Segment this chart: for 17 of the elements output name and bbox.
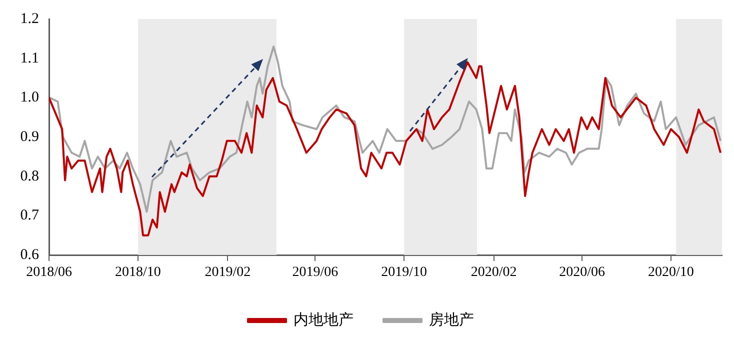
y-tick-label: 1.0 [20, 90, 39, 106]
x-tick-label: 2020/06 [559, 265, 605, 280]
legend-label: 房地产 [429, 311, 474, 328]
x-tick-label: 2018/10 [115, 265, 161, 280]
legend-label: 内地地产 [294, 311, 354, 328]
x-tick-label: 2020/10 [648, 265, 694, 280]
x-tick-label: 2019/06 [292, 265, 338, 280]
y-tick-label: 1.1 [20, 50, 39, 66]
x-tick-label: 2019/02 [204, 265, 251, 280]
y-tick-label: 0.6 [20, 246, 40, 263]
y-tick-label: 0.7 [20, 208, 40, 224]
y-tick-label: 1.2 [20, 10, 39, 27]
x-tick-label: 2018/06 [26, 265, 72, 280]
y-tick-label: 0.9 [20, 128, 39, 145]
x-tick-label: 2020/02 [470, 265, 517, 280]
y-tick-label: 0.8 [20, 168, 39, 184]
x-tick-label: 2019/10 [381, 265, 428, 280]
